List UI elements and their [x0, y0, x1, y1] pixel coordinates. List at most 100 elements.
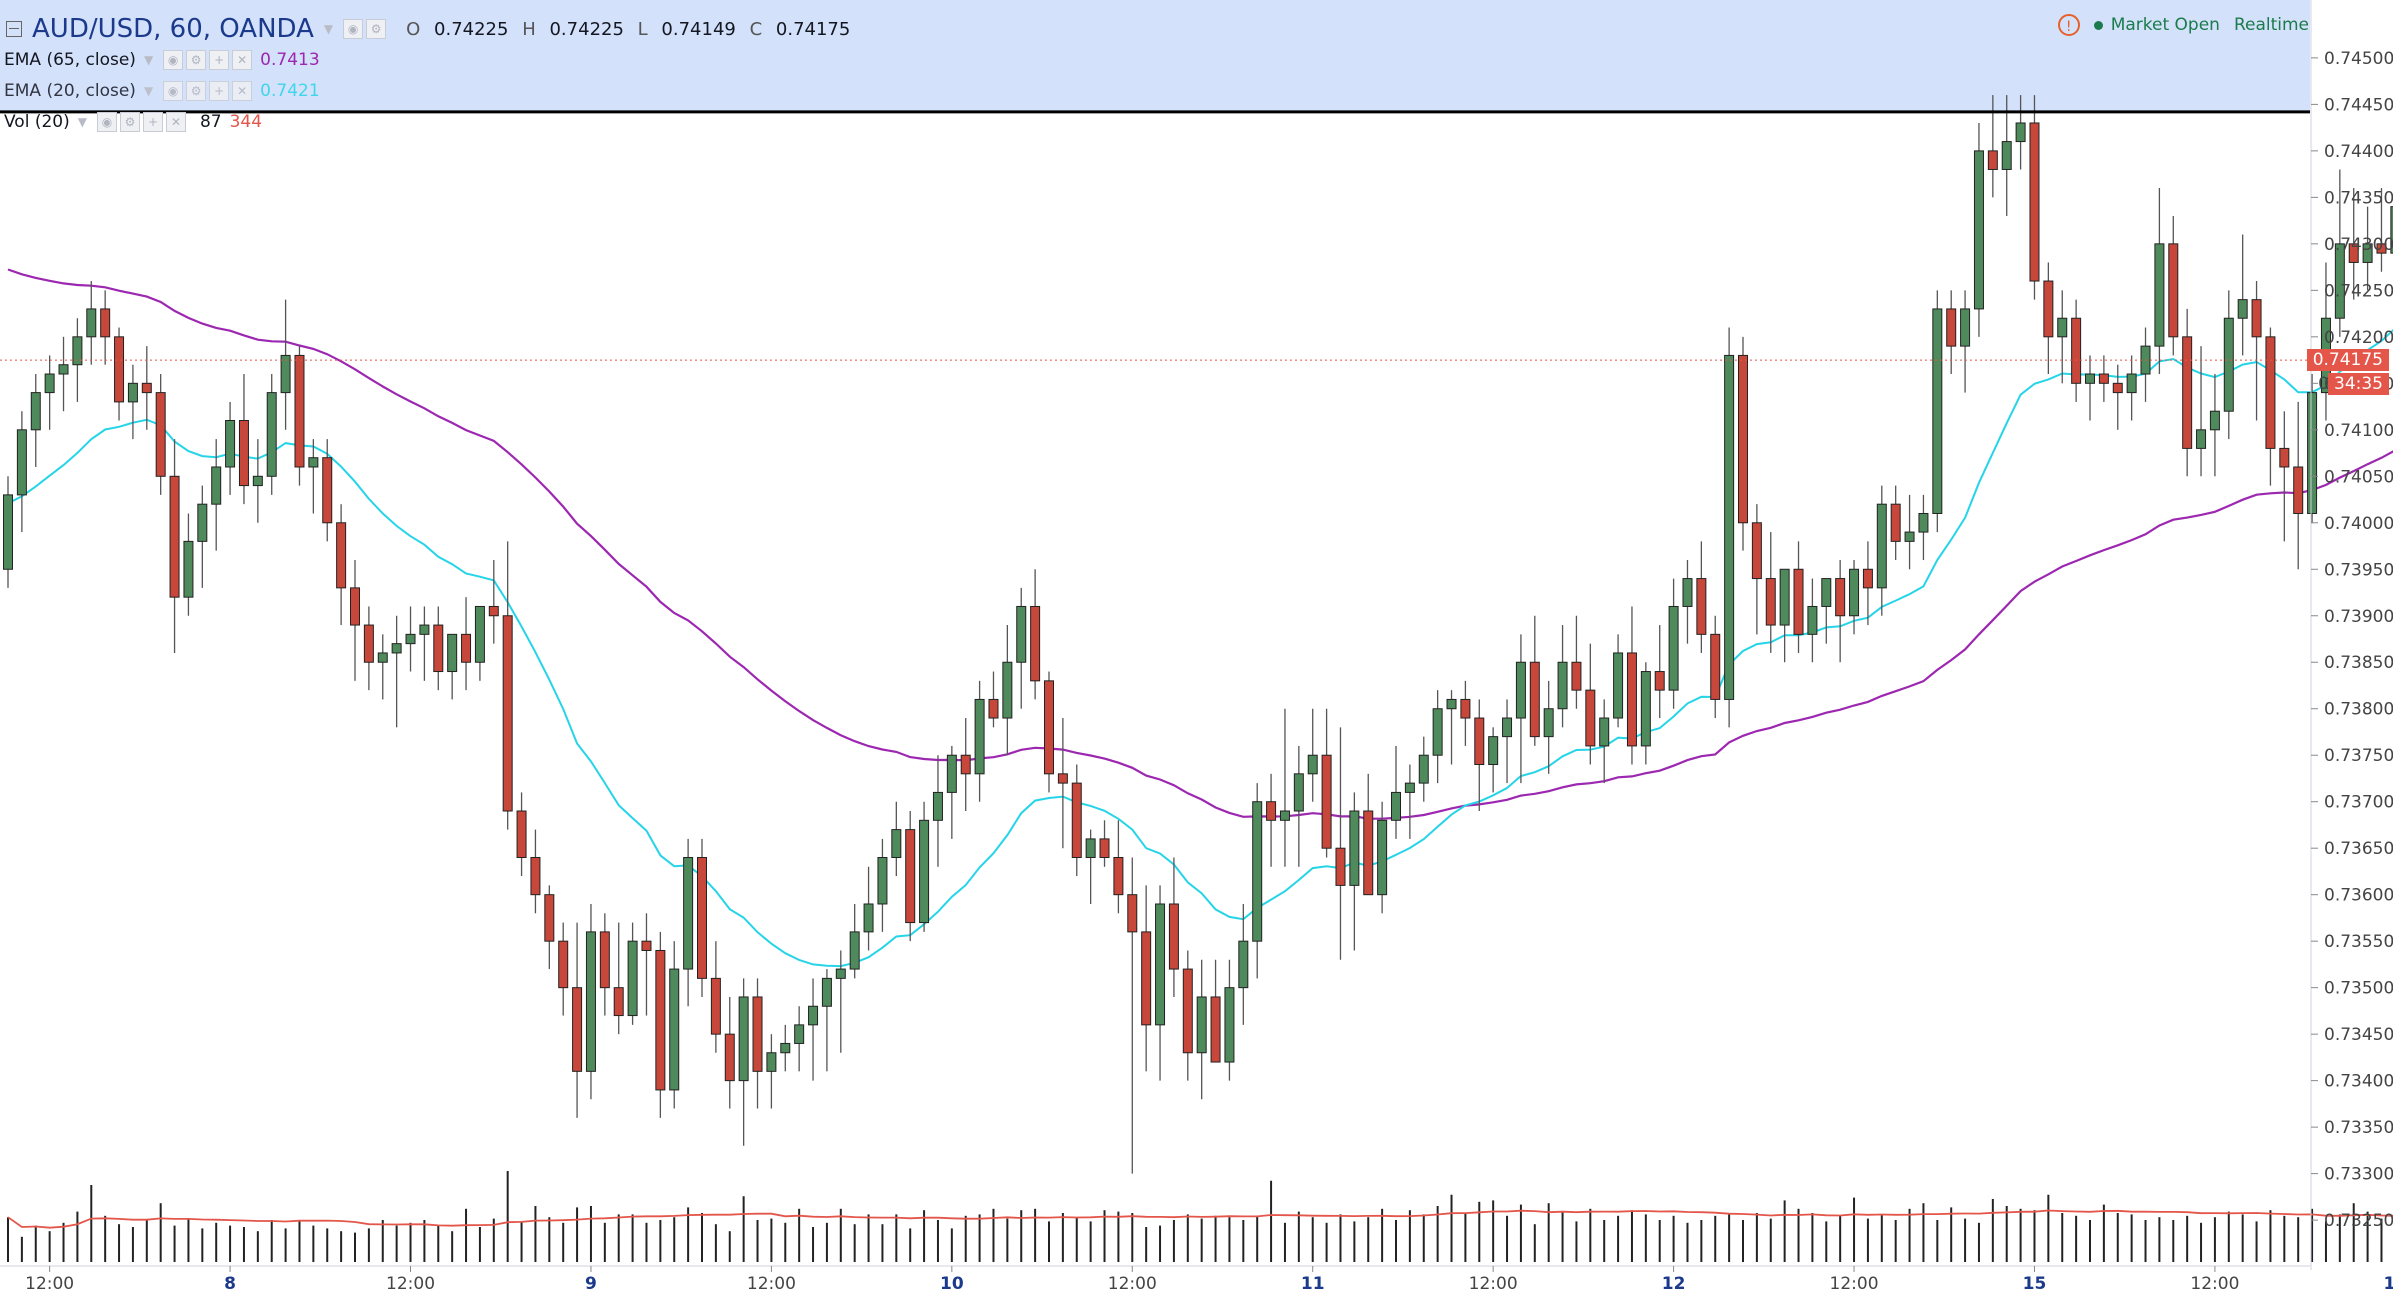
candle-body	[835, 968, 846, 979]
candle-body	[238, 420, 249, 487]
top-band	[0, 0, 2310, 112]
chevron-down-icon[interactable]: ▼	[143, 84, 154, 98]
eye-icon[interactable]: ◉	[96, 112, 117, 132]
candle-body	[641, 940, 652, 951]
candle-body	[1210, 996, 1221, 1063]
eye-icon[interactable]: ◉	[163, 50, 184, 70]
add-icon[interactable]: +	[142, 112, 163, 132]
candle-body	[891, 829, 902, 858]
candle-body	[266, 392, 277, 477]
eye-icon[interactable]: ◉	[343, 19, 364, 39]
settings-icon[interactable]: ⚙	[119, 112, 140, 132]
indicator-name: Vol (20)	[4, 112, 70, 132]
candle-body	[1515, 661, 1526, 719]
price-tick-label: 0.73750	[2324, 746, 2393, 766]
price-axis: 0.74500 0.74450 0.74400 0.74350 0.74300 0.742…	[2310, 0, 2393, 1270]
settings-icon[interactable]: ⚙	[186, 81, 207, 101]
settings-icon[interactable]: ⚙	[366, 19, 387, 39]
candle-body	[849, 931, 860, 970]
price-tick-label: 0.73650	[2324, 839, 2393, 859]
close-icon[interactable]: ✕	[232, 81, 253, 101]
chevron-down-icon[interactable]: ▼	[77, 115, 87, 129]
settings-icon[interactable]: ⚙	[186, 50, 207, 70]
indicator-buttons: ◉ ⚙ + ✕	[96, 112, 186, 132]
candle-body	[738, 996, 749, 1082]
candle-body	[183, 540, 194, 598]
candle-body	[419, 624, 430, 635]
time-tick-label: 9	[585, 1274, 597, 1294]
price-tick-label: 0.73700	[2324, 793, 2393, 813]
indicator-volume[interactable]: Vol (20) ▼ ◉ ⚙ + ✕ 87 344	[0, 109, 262, 135]
candle-body	[2154, 243, 2165, 347]
candle-body	[1613, 652, 1624, 719]
time-tick-label: 12:00	[1108, 1274, 1157, 1294]
candle-body	[2237, 299, 2248, 319]
indicator-ema65[interactable]: EMA (65, close) ▼ ◉ ⚙ + ✕ 0.7413	[0, 47, 320, 73]
alert-icon[interactable]: !	[2057, 14, 2080, 36]
close-icon[interactable]: ✕	[165, 112, 186, 132]
candle-body	[294, 354, 305, 468]
symbol-legend: AUD/USD, 60, OANDA ▼ ◉ ⚙ O 0.74225 H 0.74…	[0, 14, 850, 44]
candle-body	[488, 605, 499, 617]
candle-body	[1960, 308, 1971, 347]
candle-body	[2209, 410, 2220, 431]
add-icon[interactable]: +	[209, 50, 230, 70]
candle-body	[391, 643, 402, 654]
ema20-path	[7, 328, 2393, 968]
candle-body	[794, 1024, 805, 1044]
candle-body	[2293, 466, 2304, 514]
candle-body	[585, 931, 596, 1072]
price-tick-label: 0.74300	[2324, 235, 2393, 255]
indicator-name: EMA (65, close)	[4, 50, 136, 70]
price-tick-label: 0.74450	[2324, 95, 2393, 115]
indicator-ema20[interactable]: EMA (20, close) ▼ ◉ ⚙ + ✕ 0.7421	[0, 78, 320, 104]
symbol-title[interactable]: AUD/USD, 60, OANDA	[32, 14, 314, 44]
candle-body	[2168, 243, 2179, 338]
candle-body	[155, 392, 166, 477]
candle-body	[1002, 661, 1013, 719]
time-tick-label: 12:00	[1469, 1274, 1518, 1294]
indicator-buttons: ◉ ⚙ + ✕	[163, 81, 253, 101]
candle-body	[1918, 512, 1929, 533]
high-value: 0.74225	[549, 18, 624, 40]
candle-body	[1682, 578, 1693, 607]
indicator-value: 87	[199, 112, 222, 132]
low-value: 0.74149	[661, 18, 736, 40]
candle-body	[960, 754, 971, 775]
chevron-down-icon[interactable]: ▼	[323, 22, 334, 36]
candle-body	[627, 940, 638, 1017]
candles	[3, 95, 2393, 1174]
candle-body	[724, 1033, 735, 1082]
candle-body	[808, 1005, 819, 1026]
chevron-down-icon[interactable]: ▼	[143, 53, 154, 67]
candle-body	[1196, 996, 1207, 1054]
price-tick-label: 0.73950	[2324, 560, 2393, 580]
candle-body	[1266, 801, 1277, 821]
candle-body	[1168, 903, 1179, 970]
candle-body	[2223, 317, 2234, 412]
candle-body	[1585, 689, 1596, 747]
add-icon[interactable]: +	[209, 81, 230, 101]
candle-body	[100, 308, 111, 338]
time-tick-label: 12	[1662, 1274, 1686, 1294]
candle-body	[1793, 568, 1804, 635]
candle-body	[1446, 698, 1457, 710]
window-icon[interactable]	[6, 21, 22, 37]
time-tick-label: 12:00	[2190, 1274, 2239, 1294]
candle-body	[350, 587, 360, 626]
candle-body	[72, 336, 83, 366]
price-tick-label: 0.74100	[2324, 421, 2393, 441]
candle-body	[2029, 122, 2040, 282]
candle-body	[502, 615, 513, 812]
eye-icon[interactable]: ◉	[163, 81, 184, 101]
indicator-value: 0.7413	[260, 50, 320, 70]
candle-body	[1279, 810, 1290, 821]
candle-body	[1599, 717, 1610, 747]
close-icon[interactable]: ✕	[232, 50, 253, 70]
candle-body	[1849, 568, 1860, 617]
candle-body	[336, 522, 347, 589]
price-tick-label: 0.73400	[2324, 1072, 2393, 1092]
candle-body	[2265, 336, 2276, 449]
volume-ma-line	[7, 1209, 2393, 1229]
